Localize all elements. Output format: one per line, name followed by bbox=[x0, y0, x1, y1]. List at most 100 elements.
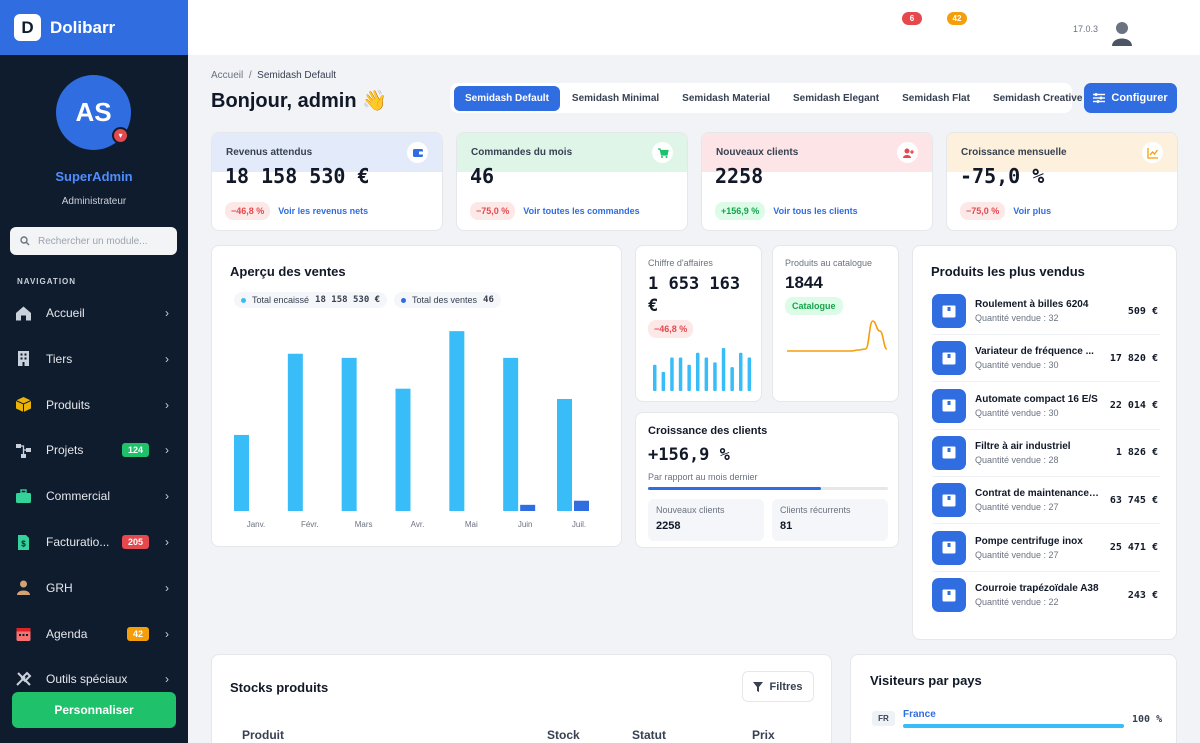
sidebar-item-grh[interactable]: GRH › bbox=[0, 570, 188, 606]
column-header-price[interactable]: Prix bbox=[752, 728, 775, 742]
cart-icon[interactable] bbox=[652, 142, 673, 163]
user-avatar[interactable]: AS bbox=[56, 75, 131, 150]
legend-collected[interactable]: Total encaissé 18 158 530 € bbox=[234, 292, 388, 308]
user-plus-icon[interactable] bbox=[897, 142, 918, 163]
column-header-status[interactable]: Statut bbox=[632, 728, 666, 742]
spark-bar bbox=[747, 357, 752, 391]
notification-badge[interactable]: 6 bbox=[902, 12, 922, 25]
bar-collected-6[interactable] bbox=[557, 398, 572, 511]
count-badge: 42 bbox=[126, 626, 149, 641]
catalog-pill[interactable]: Catalogue bbox=[785, 297, 843, 315]
filter-icon bbox=[753, 681, 764, 692]
kpi-link[interactable]: Voir tous les clients bbox=[773, 206, 858, 216]
x-tick-label: Avr. bbox=[411, 520, 425, 529]
chevron-down-icon[interactable]: ▾ bbox=[112, 127, 129, 144]
configure-button[interactable]: Configurer bbox=[1084, 83, 1177, 113]
bar-collected-3[interactable] bbox=[395, 388, 411, 511]
kpi-delta-badge: −75,0 % bbox=[960, 202, 1006, 220]
sidebar-item-tiers[interactable]: Tiers › bbox=[0, 341, 188, 377]
column-header-stock[interactable]: Stock bbox=[547, 728, 580, 742]
legend-dot bbox=[241, 297, 246, 303]
kpi-link[interactable]: Voir plus bbox=[1013, 206, 1052, 216]
box-icon bbox=[932, 341, 966, 376]
product-quantity: Quantité vendue : 30 bbox=[975, 407, 1059, 418]
monthly-orders-card: Commandes du mois 46 −75,0 % Voir toutes le… bbox=[456, 132, 688, 231]
sidebar-item-label: Accueil bbox=[46, 306, 85, 320]
bar-collected-0[interactable] bbox=[234, 434, 249, 511]
tab-semidash-material[interactable]: Semidash Material bbox=[682, 92, 770, 104]
tab-semidash-creative[interactable]: Semidash Creative bbox=[992, 92, 1083, 104]
sidebar-item-outils-sp-ciaux[interactable]: Outils spéciaux › bbox=[0, 661, 188, 697]
sidebar-item-accueil[interactable]: Accueil › bbox=[0, 295, 188, 331]
search-icon bbox=[20, 236, 30, 246]
chevron-right-icon: › bbox=[165, 626, 169, 641]
bar-sales-5[interactable] bbox=[520, 504, 536, 511]
product-name: Filtre à air industriel bbox=[975, 440, 1071, 452]
sidebar-item-facturatio[interactable]: $ Facturatio... 205 › bbox=[0, 524, 188, 560]
calendar-icon bbox=[15, 625, 32, 642]
bar-collected-5[interactable] bbox=[503, 357, 519, 511]
tab-semidash-minimal[interactable]: Semidash Minimal bbox=[571, 92, 660, 104]
user-avatar-icon[interactable] bbox=[1111, 20, 1133, 46]
box-icon bbox=[932, 483, 966, 518]
bar-sales-6[interactable] bbox=[574, 500, 589, 511]
kpi-footer: +156,9 % Voir tous les clients bbox=[715, 202, 858, 220]
product-quantity: Quantité vendue : 30 bbox=[975, 360, 1059, 371]
tab-semidash-default[interactable]: Semidash Default bbox=[454, 85, 560, 111]
country-name[interactable]: France bbox=[903, 709, 936, 720]
bar-collected-2[interactable] bbox=[341, 357, 357, 511]
user-name: SuperAdmin bbox=[55, 169, 133, 184]
sidebar-item-label: Facturatio... bbox=[46, 535, 110, 549]
wallet-icon[interactable] bbox=[407, 142, 428, 163]
project-icon bbox=[15, 442, 32, 459]
top-product-row[interactable]: Courroie trapézoïdale A38 Quantité vendue… bbox=[932, 572, 1160, 619]
tab-semidash-flat[interactable]: Semidash Flat bbox=[902, 92, 970, 104]
sidebar-item-agenda[interactable]: Agenda 42 › bbox=[0, 616, 188, 652]
personalize-button[interactable]: Personnaliser bbox=[12, 692, 176, 728]
sidebar-item-label: Tiers bbox=[46, 351, 73, 366]
chevron-right-icon: › bbox=[165, 443, 169, 458]
legend-sales[interactable]: Total des ventes 46 bbox=[394, 292, 501, 308]
module-search[interactable] bbox=[10, 227, 177, 255]
stocks-title: Stocks produits bbox=[230, 680, 329, 695]
legend-dot bbox=[401, 297, 406, 303]
page-title: Bonjour, admin 👋 bbox=[211, 90, 388, 112]
legend-collected-value: 18 158 530 € bbox=[315, 295, 381, 305]
top-product-row[interactable]: Pompe centrifuge inox Quantité vendue : 2… bbox=[932, 525, 1160, 572]
bar-collected-4[interactable] bbox=[449, 331, 465, 511]
task-badge[interactable]: 42 bbox=[947, 12, 967, 25]
chevron-right-icon: › bbox=[165, 535, 169, 549]
top-product-row[interactable]: Filtre à air industriel Quantité vendue :… bbox=[932, 430, 1160, 477]
turnover-sparkline bbox=[653, 348, 752, 391]
kpi-link[interactable]: Voir les revenus nets bbox=[278, 206, 369, 216]
product-info: Filtre à air industriel Quantité vendue :… bbox=[975, 441, 1116, 465]
bar-collected-1[interactable] bbox=[287, 353, 303, 511]
top-product-row[interactable]: Contrat de maintenance ... Quantité vendu… bbox=[932, 477, 1160, 525]
catalog-card: Produits au catalogue 1844 Catalogue bbox=[772, 245, 899, 402]
filter-button[interactable]: Filtres bbox=[742, 671, 814, 702]
brand-header[interactable]: D Dolibarr bbox=[0, 0, 188, 55]
chart-icon[interactable] bbox=[1142, 142, 1163, 163]
chevron-right-icon: › bbox=[165, 580, 169, 595]
product-price: 17 820 € bbox=[1109, 352, 1158, 364]
sidebar-item-commercial[interactable]: Commercial › bbox=[0, 478, 188, 514]
box-icon bbox=[932, 435, 966, 470]
tab-semidash-elegant[interactable]: Semidash Elegant bbox=[792, 92, 880, 104]
column-header-product[interactable]: Produit bbox=[242, 728, 284, 742]
kpi-value: 2258 bbox=[715, 164, 764, 188]
module-search-input[interactable] bbox=[38, 235, 163, 247]
breadcrumb-home[interactable]: Accueil bbox=[211, 70, 244, 81]
top-product-row[interactable]: Variateur de fréquence ... Quantité vendu… bbox=[932, 335, 1160, 383]
product-name: Roulement à billes 6204 bbox=[975, 299, 1089, 310]
top-product-row[interactable]: Roulement à billes 6204 Quantité vendue :… bbox=[932, 288, 1160, 335]
x-tick-label: Mars bbox=[355, 520, 373, 529]
client-growth-title: Croissance des clients bbox=[648, 425, 768, 437]
product-info: Courroie trapézoïdale A38 Quantité vendue… bbox=[975, 583, 1128, 607]
spark-bar bbox=[713, 362, 717, 391]
user-tie-icon bbox=[15, 579, 32, 596]
top-product-row[interactable]: Automate compact 16 E/S Quantité vendue :… bbox=[932, 383, 1160, 430]
product-quantity: Quantité vendue : 32 bbox=[975, 313, 1059, 323]
sidebar-item-projets[interactable]: Projets 124 › bbox=[0, 432, 188, 468]
sidebar-item-produits[interactable]: Produits › bbox=[0, 387, 188, 423]
kpi-link[interactable]: Voir toutes les commandes bbox=[523, 206, 640, 216]
